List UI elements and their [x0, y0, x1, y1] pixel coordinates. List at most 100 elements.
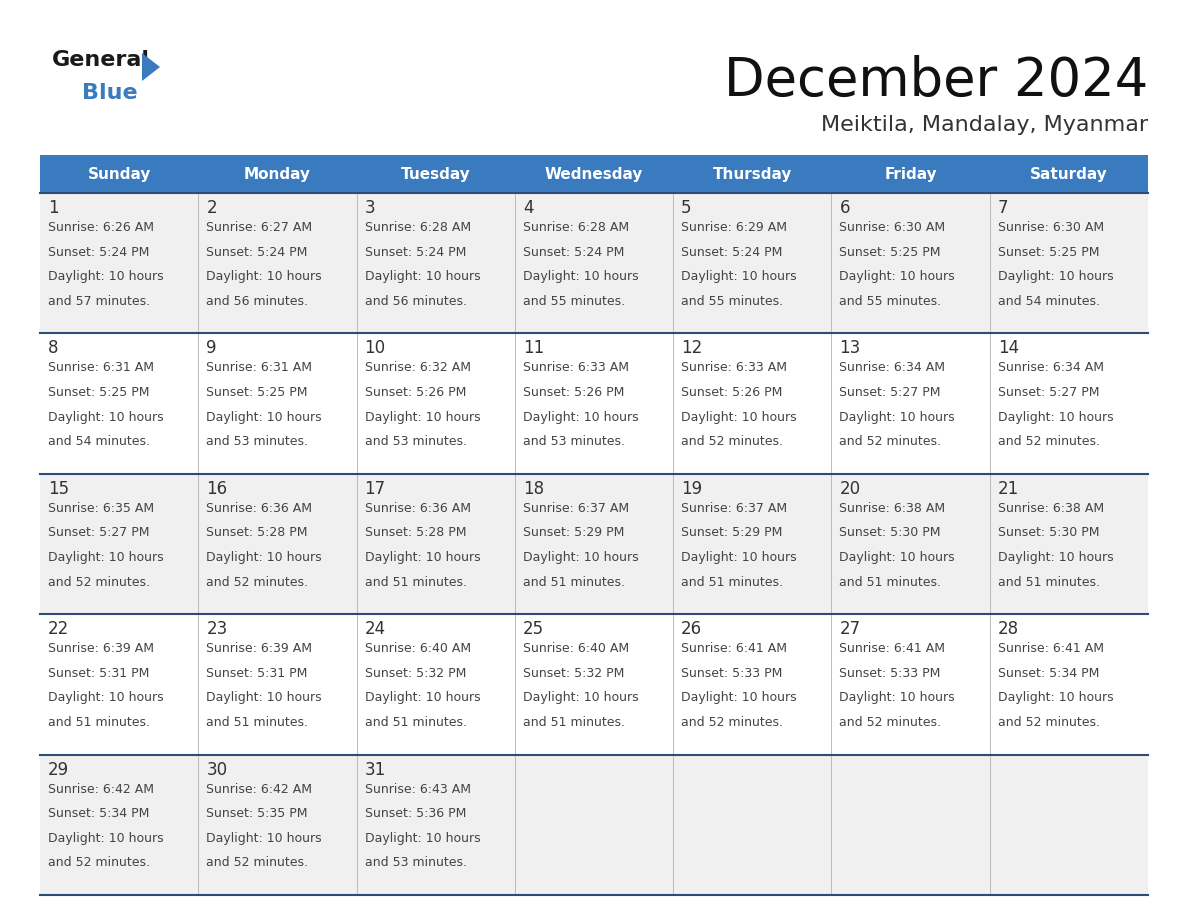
Text: Sunrise: 6:38 AM: Sunrise: 6:38 AM: [840, 502, 946, 515]
Bar: [674, 155, 832, 193]
Text: Saturday: Saturday: [1030, 166, 1107, 182]
Text: Sunset: 5:35 PM: Sunset: 5:35 PM: [207, 807, 308, 820]
Text: Sunrise: 6:36 AM: Sunrise: 6:36 AM: [207, 502, 312, 515]
Text: Daylight: 10 hours: Daylight: 10 hours: [207, 691, 322, 704]
Text: 9: 9: [207, 340, 216, 357]
Bar: [990, 155, 1148, 193]
Bar: [40, 333, 198, 474]
Text: and 52 minutes.: and 52 minutes.: [207, 576, 308, 588]
Text: Daylight: 10 hours: Daylight: 10 hours: [840, 270, 955, 283]
Text: Sunrise: 6:26 AM: Sunrise: 6:26 AM: [48, 221, 154, 234]
Text: Sunset: 5:34 PM: Sunset: 5:34 PM: [48, 807, 150, 820]
Bar: [514, 193, 674, 333]
Bar: [40, 614, 198, 755]
Bar: [40, 193, 198, 333]
Text: Sunset: 5:24 PM: Sunset: 5:24 PM: [48, 246, 150, 259]
Text: Daylight: 10 hours: Daylight: 10 hours: [681, 270, 797, 283]
Text: Daylight: 10 hours: Daylight: 10 hours: [365, 551, 480, 564]
Text: Sunrise: 6:41 AM: Sunrise: 6:41 AM: [840, 643, 946, 655]
Text: 12: 12: [681, 340, 702, 357]
Text: and 52 minutes.: and 52 minutes.: [207, 856, 308, 869]
Text: Meiktila, Mandalay, Myanmar: Meiktila, Mandalay, Myanmar: [821, 115, 1148, 135]
Text: Daylight: 10 hours: Daylight: 10 hours: [523, 410, 638, 423]
Bar: [198, 474, 356, 614]
Text: Sunset: 5:29 PM: Sunset: 5:29 PM: [681, 526, 783, 540]
Text: Blue: Blue: [82, 83, 138, 103]
Text: Daylight: 10 hours: Daylight: 10 hours: [207, 410, 322, 423]
Text: 4: 4: [523, 199, 533, 217]
Text: Sunrise: 6:28 AM: Sunrise: 6:28 AM: [365, 221, 470, 234]
Bar: [40, 755, 198, 895]
Text: and 51 minutes.: and 51 minutes.: [523, 716, 625, 729]
Text: 1: 1: [48, 199, 58, 217]
Text: Sunrise: 6:34 AM: Sunrise: 6:34 AM: [998, 362, 1104, 375]
Text: and 56 minutes.: and 56 minutes.: [365, 295, 467, 308]
Text: Daylight: 10 hours: Daylight: 10 hours: [681, 551, 797, 564]
Text: Daylight: 10 hours: Daylight: 10 hours: [365, 691, 480, 704]
Text: Sunrise: 6:33 AM: Sunrise: 6:33 AM: [681, 362, 788, 375]
Text: Sunset: 5:30 PM: Sunset: 5:30 PM: [998, 526, 1099, 540]
Text: and 53 minutes.: and 53 minutes.: [523, 435, 625, 448]
Text: Sunset: 5:26 PM: Sunset: 5:26 PM: [365, 386, 466, 399]
Bar: [198, 755, 356, 895]
Bar: [674, 614, 832, 755]
Text: Sunset: 5:27 PM: Sunset: 5:27 PM: [998, 386, 1099, 399]
Text: 23: 23: [207, 621, 228, 638]
Text: Sunrise: 6:42 AM: Sunrise: 6:42 AM: [48, 783, 154, 796]
Text: Sunset: 5:26 PM: Sunset: 5:26 PM: [523, 386, 624, 399]
Text: and 57 minutes.: and 57 minutes.: [48, 295, 150, 308]
Bar: [832, 755, 990, 895]
Text: 16: 16: [207, 480, 227, 498]
Text: Daylight: 10 hours: Daylight: 10 hours: [207, 270, 322, 283]
Text: Sunset: 5:32 PM: Sunset: 5:32 PM: [523, 666, 624, 679]
Text: Sunrise: 6:41 AM: Sunrise: 6:41 AM: [681, 643, 788, 655]
Text: 30: 30: [207, 761, 227, 778]
Text: 6: 6: [840, 199, 849, 217]
Text: and 56 minutes.: and 56 minutes.: [207, 295, 308, 308]
Text: 5: 5: [681, 199, 691, 217]
Text: Sunrise: 6:40 AM: Sunrise: 6:40 AM: [365, 643, 470, 655]
Text: Sunset: 5:25 PM: Sunset: 5:25 PM: [840, 246, 941, 259]
Bar: [514, 614, 674, 755]
Text: Daylight: 10 hours: Daylight: 10 hours: [48, 410, 164, 423]
Text: Sunrise: 6:41 AM: Sunrise: 6:41 AM: [998, 643, 1104, 655]
Text: 11: 11: [523, 340, 544, 357]
Text: Daylight: 10 hours: Daylight: 10 hours: [840, 410, 955, 423]
Text: and 55 minutes.: and 55 minutes.: [523, 295, 625, 308]
Text: 18: 18: [523, 480, 544, 498]
Text: and 53 minutes.: and 53 minutes.: [365, 435, 467, 448]
Bar: [832, 155, 990, 193]
Bar: [356, 755, 514, 895]
Text: and 55 minutes.: and 55 minutes.: [681, 295, 783, 308]
Text: 26: 26: [681, 621, 702, 638]
Bar: [198, 193, 356, 333]
Bar: [514, 333, 674, 474]
Text: Sunset: 5:27 PM: Sunset: 5:27 PM: [840, 386, 941, 399]
Text: Daylight: 10 hours: Daylight: 10 hours: [207, 551, 322, 564]
Text: 13: 13: [840, 340, 860, 357]
Text: Sunrise: 6:34 AM: Sunrise: 6:34 AM: [840, 362, 946, 375]
Text: and 53 minutes.: and 53 minutes.: [207, 435, 308, 448]
Text: December 2024: December 2024: [723, 55, 1148, 107]
Bar: [40, 474, 198, 614]
Text: 3: 3: [365, 199, 375, 217]
Text: Friday: Friday: [884, 166, 937, 182]
Text: Sunset: 5:33 PM: Sunset: 5:33 PM: [681, 666, 783, 679]
Text: 20: 20: [840, 480, 860, 498]
Text: 7: 7: [998, 199, 1009, 217]
Text: and 51 minutes.: and 51 minutes.: [365, 716, 467, 729]
Text: 25: 25: [523, 621, 544, 638]
Text: 8: 8: [48, 340, 58, 357]
Text: 15: 15: [48, 480, 69, 498]
Text: Sunset: 5:31 PM: Sunset: 5:31 PM: [207, 666, 308, 679]
Text: Sunset: 5:24 PM: Sunset: 5:24 PM: [523, 246, 624, 259]
Text: Daylight: 10 hours: Daylight: 10 hours: [840, 691, 955, 704]
Text: and 52 minutes.: and 52 minutes.: [48, 576, 150, 588]
Text: Daylight: 10 hours: Daylight: 10 hours: [523, 691, 638, 704]
Text: Sunset: 5:33 PM: Sunset: 5:33 PM: [840, 666, 941, 679]
Text: Sunset: 5:29 PM: Sunset: 5:29 PM: [523, 526, 624, 540]
Text: 2: 2: [207, 199, 217, 217]
Text: Daylight: 10 hours: Daylight: 10 hours: [523, 270, 638, 283]
Text: Sunrise: 6:31 AM: Sunrise: 6:31 AM: [48, 362, 154, 375]
Text: Sunset: 5:24 PM: Sunset: 5:24 PM: [681, 246, 783, 259]
